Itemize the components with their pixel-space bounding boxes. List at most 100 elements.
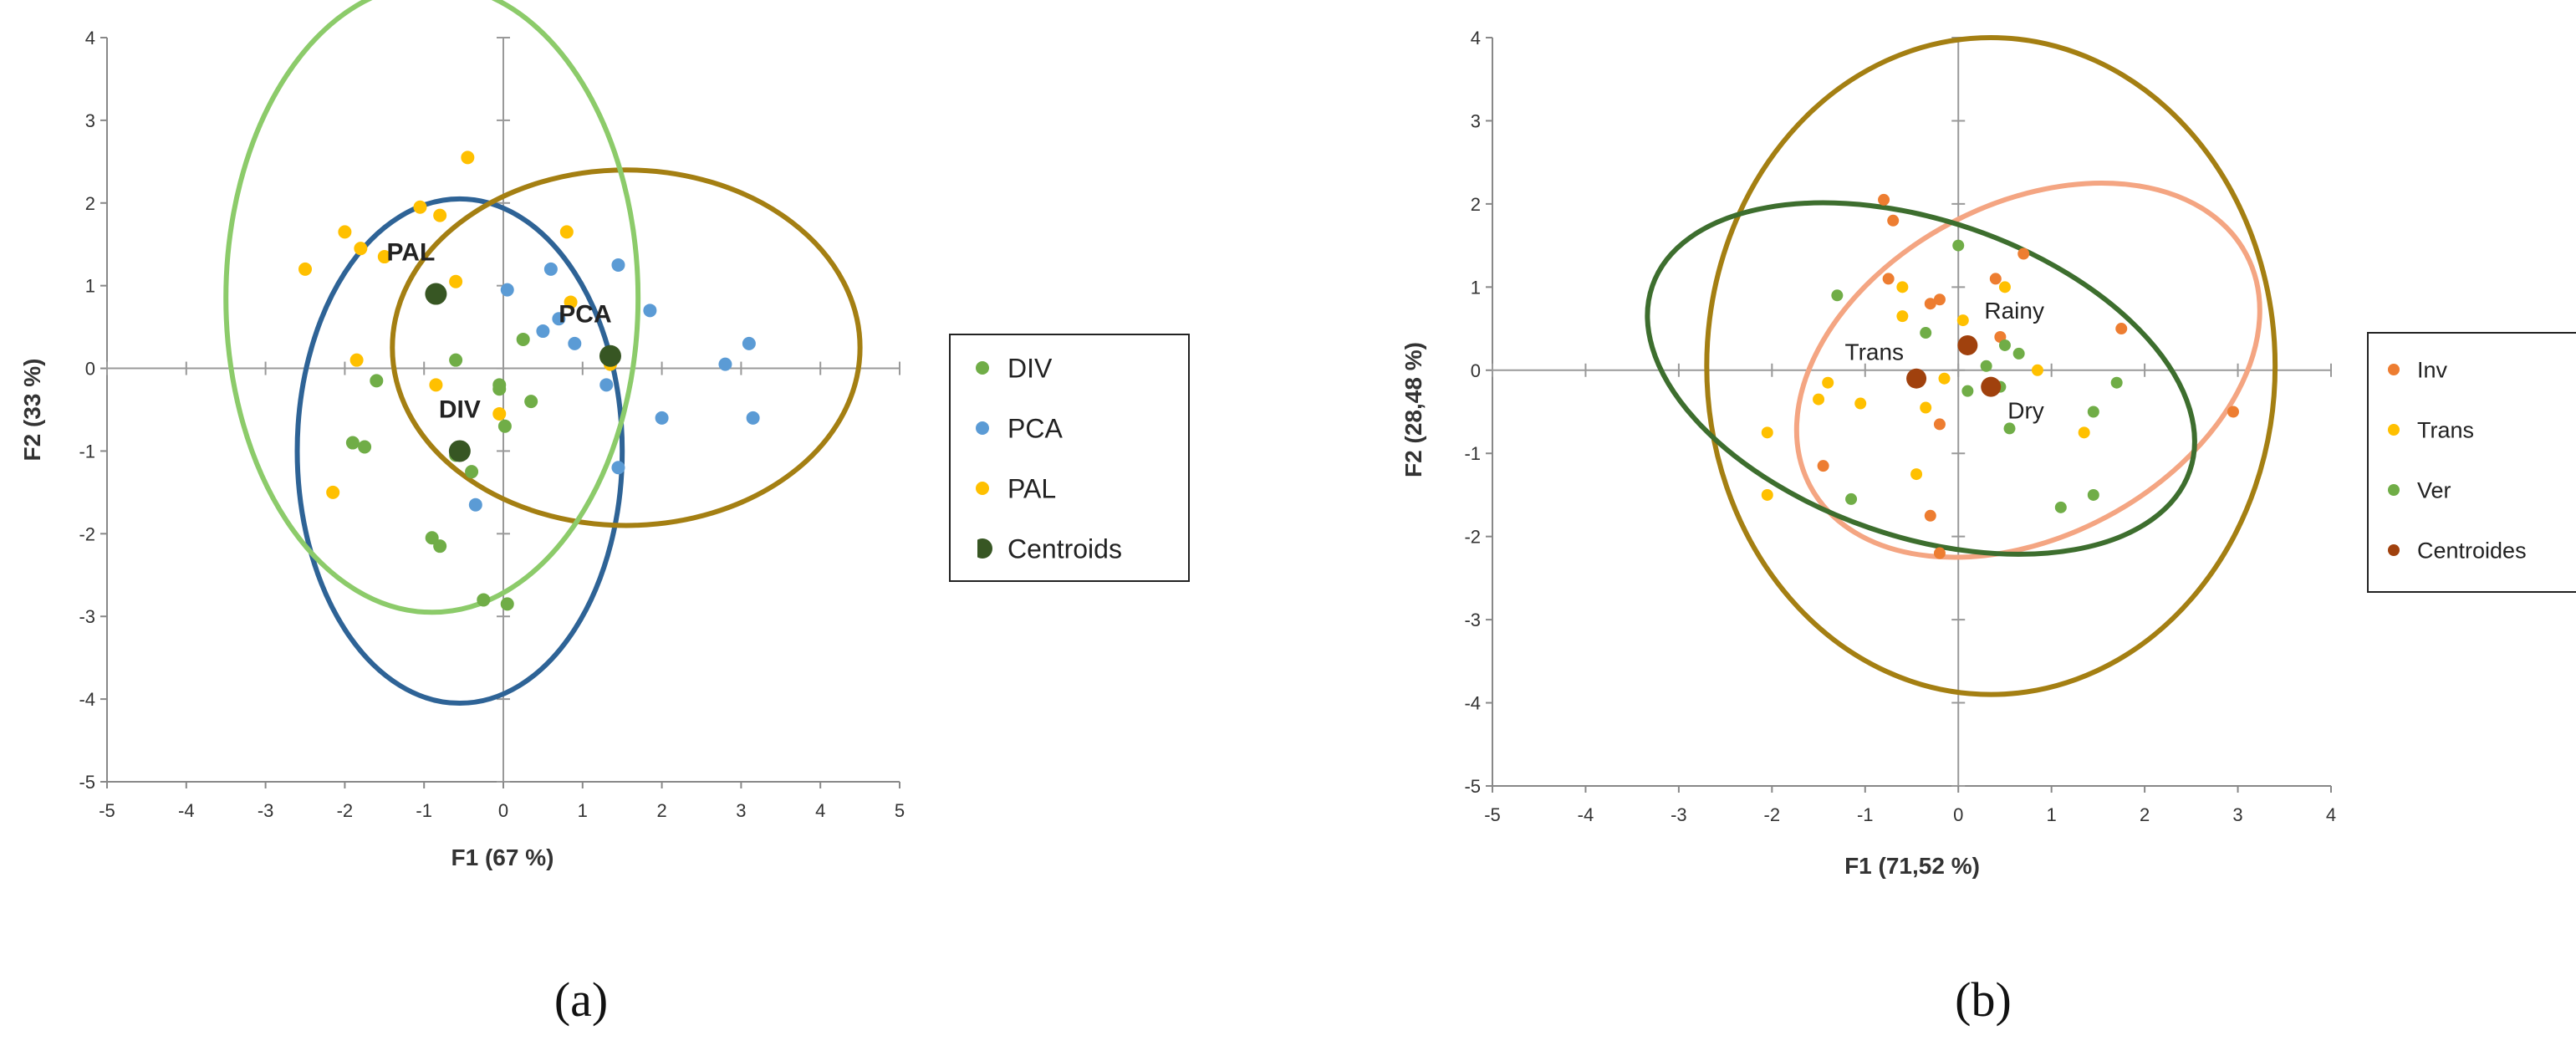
point-ver <box>2087 488 2099 501</box>
x-tick-label: 5 <box>895 800 905 821</box>
point-ver <box>2012 347 2025 360</box>
legend-marker <box>976 421 989 435</box>
point-div <box>345 436 360 450</box>
point-div <box>497 419 512 433</box>
legend-marker <box>2388 424 2400 436</box>
x-tick-label: -2 <box>1764 804 1781 825</box>
y-tick-label: -5 <box>79 772 95 793</box>
centroid-label: PCA <box>559 301 611 329</box>
centroid-marker <box>425 283 447 305</box>
y-tick-label: -4 <box>79 689 95 710</box>
panel-label-a: (a) <box>554 972 608 1027</box>
point-pca <box>536 324 550 339</box>
point-ver <box>1961 385 1974 397</box>
point-pca <box>611 461 625 475</box>
y-tick-label: 3 <box>1471 110 1481 131</box>
point-pal <box>449 274 463 288</box>
y-tick-label: -3 <box>79 606 95 627</box>
point-pal <box>429 378 443 392</box>
confidence-ellipse-pal <box>223 0 641 615</box>
point-inv <box>1989 273 2002 285</box>
point-inv <box>2017 247 2030 260</box>
point-div <box>524 395 538 409</box>
confidence-ellipse-inv <box>1704 35 2278 697</box>
point-ver <box>2087 406 2099 418</box>
point-trans <box>1761 488 1773 501</box>
point-pca <box>655 411 669 425</box>
legend-b-box <box>2367 332 2576 593</box>
x-tick-label: -3 <box>258 800 274 821</box>
point-inv <box>1924 509 1936 522</box>
point-pca <box>543 262 558 276</box>
point-pal <box>492 406 507 421</box>
legend-label: PAL <box>1007 474 1056 504</box>
legend-marker <box>976 361 989 375</box>
point-pal <box>354 242 368 256</box>
x-tick-label: 1 <box>2047 804 2057 825</box>
centroid-label: DIV <box>439 395 481 423</box>
legend-marker <box>2388 364 2400 375</box>
y-tick-label: 1 <box>85 276 95 297</box>
x-tick-label: 3 <box>2232 804 2242 825</box>
point-trans <box>1813 393 1825 406</box>
x-tick-label: -2 <box>337 800 354 821</box>
point-ver <box>2003 422 2016 435</box>
point-ver <box>2054 501 2067 513</box>
panel-label-b: (b) <box>1955 972 2012 1027</box>
point-div <box>370 374 384 388</box>
x-tick-label: -3 <box>1671 804 1687 825</box>
y-tick-label: -3 <box>1464 610 1481 630</box>
centroid-label: Trans <box>1845 339 1905 365</box>
point-ver <box>1998 339 2011 351</box>
x-axis-title-a: F1 (67 %) <box>451 844 554 870</box>
point-inv <box>1933 293 1946 306</box>
point-div <box>449 353 463 367</box>
confidence-ellipse-pca <box>390 167 863 528</box>
point-inv <box>1933 547 1946 559</box>
centroid-marker <box>1981 376 2002 397</box>
x-tick-label: -5 <box>99 800 115 821</box>
point-pca <box>552 312 566 326</box>
x-tick-label: 4 <box>815 800 825 821</box>
point-inv <box>1878 193 1890 206</box>
legend-label: Trans <box>2417 418 2474 443</box>
point-ver <box>1952 239 1965 252</box>
point-pal <box>433 208 447 222</box>
legend-label: PCA <box>1007 414 1063 444</box>
point-pca <box>599 378 614 392</box>
point-ver <box>1831 289 1844 302</box>
legend-marker <box>2388 484 2400 496</box>
point-pal <box>338 225 352 239</box>
y-axis-title-a: F2 (33 %) <box>19 359 45 462</box>
y-tick-label: 0 <box>1471 360 1481 381</box>
x-tick-label: -5 <box>1484 804 1501 825</box>
point-inv <box>1817 460 1829 472</box>
legend-label: Ver <box>2417 478 2451 503</box>
point-pal <box>377 250 391 264</box>
legend-marker <box>2388 544 2400 556</box>
point-ver <box>1980 360 1992 372</box>
point-pca <box>742 336 756 350</box>
y-tick-label: 0 <box>85 359 95 380</box>
point-pca <box>746 411 760 425</box>
point-inv <box>2115 323 2128 335</box>
y-tick-label: -2 <box>1464 527 1481 548</box>
y-tick-label: -2 <box>79 523 95 544</box>
y-tick-label: -4 <box>1464 693 1481 714</box>
legend-label: Centroides <box>2417 538 2527 564</box>
point-inv <box>1933 418 1946 431</box>
confidence-ellipse-div <box>294 196 625 707</box>
x-tick-label: 1 <box>578 800 588 821</box>
point-inv <box>1887 214 1900 227</box>
point-trans <box>1910 468 1923 481</box>
point-pal <box>413 200 427 214</box>
y-tick-label: 3 <box>85 110 95 131</box>
point-pal <box>461 151 475 165</box>
confidence-ellipse-ver <box>1645 200 2197 557</box>
y-tick-label: 4 <box>85 28 95 48</box>
y-tick-label: -1 <box>1464 443 1481 464</box>
point-div <box>433 539 447 554</box>
x-tick-label: 3 <box>736 800 746 821</box>
legend-label: Inv <box>2417 358 2448 383</box>
point-trans <box>2078 426 2090 439</box>
